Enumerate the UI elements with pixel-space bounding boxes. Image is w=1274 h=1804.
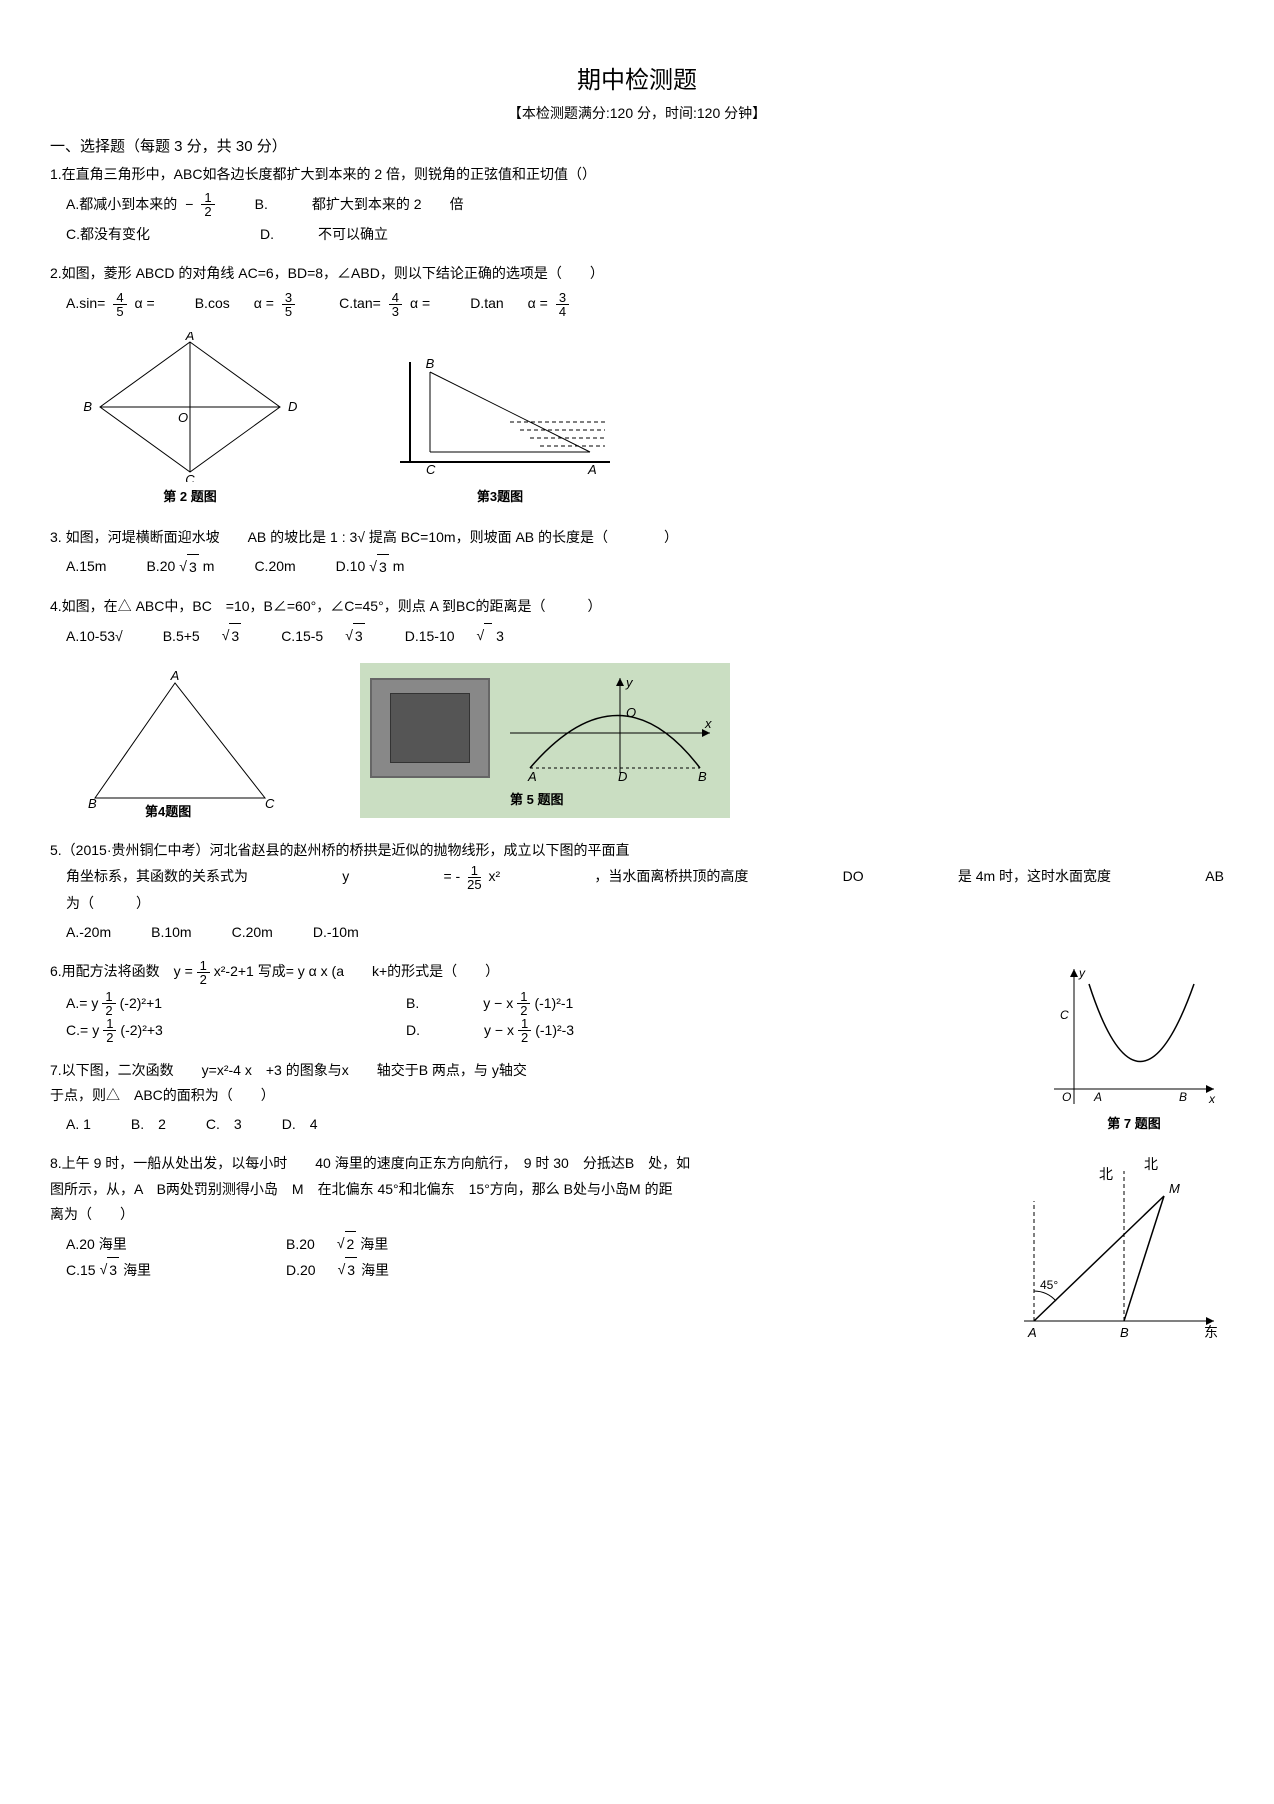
option-c: C.15-5 3 xyxy=(281,623,365,649)
svg-text:y: y xyxy=(625,675,634,690)
subtitle: 【本检测题满分:120 分，时间:120 分钟】 xyxy=(50,103,1224,123)
section-heading: 一、选择题（每题 3 分，共 30 分） xyxy=(50,135,1224,156)
option-d: D.103m xyxy=(336,554,405,580)
svg-text:C: C xyxy=(426,462,436,477)
svg-text:C: C xyxy=(265,796,275,811)
parabola-diagram: A D B O x y xyxy=(500,673,720,783)
question-text: 3. 如图，河堤横断面迎水坡 AB 的坡比是 1 : 3√ 提高 BC=10m，… xyxy=(50,525,1224,550)
svg-text:B: B xyxy=(1120,1325,1129,1340)
svg-text:B: B xyxy=(83,399,92,414)
figure-4: A B C 第4题图 xyxy=(80,668,280,818)
svg-text:B: B xyxy=(698,769,707,783)
question-2: 2.如图，菱形 ABCD 的对角线 AC=6，BD=8，∠ABD，则以下结论正确… xyxy=(50,261,1224,317)
option-c: C. 3 xyxy=(206,1112,242,1137)
option-a: A.20 海里 xyxy=(66,1231,246,1257)
figure-caption: 第 7 题图 xyxy=(1107,1113,1160,1132)
figure-caption: 第 5 题图 xyxy=(510,789,720,808)
question-text: 2.如图，菱形 ABCD 的对角线 AC=6，BD=8，∠ABD，则以下结论正确… xyxy=(50,261,1224,286)
figure-2: A B C D O 第 2 题图 xyxy=(80,332,300,505)
figure-8: 45° 北 北 东 M A B xyxy=(1004,1151,1224,1351)
slope-diagram: B C A xyxy=(380,352,620,482)
option-d: D. 不可以确立 xyxy=(260,222,388,247)
option-d: D. 4 xyxy=(282,1112,318,1137)
option-d: D. y − x 12 (-1)²-3 xyxy=(406,1017,706,1044)
option-b: B.cos α = 35 xyxy=(195,291,299,318)
svg-text:D: D xyxy=(288,399,297,414)
option-c: C.20m xyxy=(254,554,295,580)
figure-5-box: A D B O x y 第 5 题图 xyxy=(360,663,730,818)
figure-7: O A B C x y 第 7 题图 xyxy=(1044,959,1224,1132)
option-d: D.tan α = 34 xyxy=(470,291,573,318)
page-title: 期中检测题 xyxy=(50,60,1224,95)
option-b: B. 2 xyxy=(131,1112,166,1137)
question-8: 45° 北 北 东 M A B 8.上午 9 时，一船从处出发，以每小时 40 … xyxy=(50,1151,1224,1351)
triangle-diagram: A B C 第4题图 xyxy=(80,668,280,818)
option-b: B. y − x 12 (-1)²-1 xyxy=(406,990,706,1017)
option-b: B.5+5 3 xyxy=(163,623,241,649)
figure-caption: 第3题图 xyxy=(477,486,523,505)
svg-text:D: D xyxy=(618,769,627,783)
svg-text:x: x xyxy=(1208,1092,1216,1106)
option-d: D.15-10 3 xyxy=(405,623,504,649)
svg-text:A: A xyxy=(1027,1325,1037,1340)
option-b: B. 都扩大到本来的 2 倍 xyxy=(255,191,464,218)
svg-text:北: 北 xyxy=(1099,1166,1113,1182)
option-b: B.203m xyxy=(146,554,214,580)
svg-text:B: B xyxy=(88,796,97,811)
question-4: 4.如图，在△ ABC中，BC =10，B∠=60°，∠C=45°，则点 A 到… xyxy=(50,594,1224,649)
svg-text:y: y xyxy=(1078,966,1086,980)
question-5: 5.（2015·贵州铜仁中考）河北省赵县的赵州桥的桥拱是近似的抛物线形，成立以下… xyxy=(50,838,1224,945)
option-c: C.20m xyxy=(232,920,273,945)
option-c: C.=y 12 (-2)²+3 xyxy=(66,1017,366,1044)
svg-text:C: C xyxy=(1060,1008,1069,1022)
svg-text:B: B xyxy=(426,356,435,371)
svg-text:A: A xyxy=(587,462,597,477)
svg-text:A: A xyxy=(1093,1090,1102,1104)
svg-text:东: 东 xyxy=(1204,1324,1218,1340)
svg-text:C: C xyxy=(185,472,195,482)
option-c: C.153海里 xyxy=(66,1257,246,1283)
question-1: 1.在直角三角形中，ABC如各边长度都扩大到本来的 2 倍，则锐角的正弦值和正切… xyxy=(50,162,1224,247)
option-b: B.10m xyxy=(151,920,191,945)
svg-text:x: x xyxy=(704,716,712,731)
question-text: 4.如图，在△ ABC中，BC =10，B∠=60°，∠C=45°，则点 A 到… xyxy=(50,594,1224,619)
svg-text:O: O xyxy=(178,410,188,425)
option-a: A.都减小到本来的 − 12 xyxy=(66,191,215,218)
option-d: D.20 3海里 xyxy=(286,1257,506,1283)
option-a: A.sin= 45 α = xyxy=(66,291,155,318)
figure-caption: 第 2 题图 xyxy=(163,486,216,505)
svg-text:A: A xyxy=(185,332,195,343)
svg-text:O: O xyxy=(626,705,636,720)
svg-text:M: M xyxy=(1169,1181,1180,1196)
parabola-axes: O A B C x y xyxy=(1044,959,1224,1109)
svg-text:A: A xyxy=(170,668,180,683)
figure-3: B C A 第3题图 xyxy=(380,352,620,505)
svg-text:45°: 45° xyxy=(1040,1278,1058,1292)
option-d: D.-10m xyxy=(313,920,359,945)
option-a: A.=y 12 (-2)²+1 xyxy=(66,990,366,1017)
option-a: A.10-53√ xyxy=(66,623,123,649)
svg-text:B: B xyxy=(1179,1090,1187,1104)
svg-text:第4题图: 第4题图 xyxy=(145,804,191,818)
question-text: 5.（2015·贵州铜仁中考）河北省赵县的赵州桥的桥拱是近似的抛物线形，成立以下… xyxy=(50,838,1224,863)
option-a: A.15m xyxy=(66,554,106,580)
option-c: C.tan= 43 α = xyxy=(339,291,430,318)
rhombus-diagram: A B C D O xyxy=(80,332,300,482)
option-c: C.都没有变化 xyxy=(66,222,150,247)
option-a: A.-20m xyxy=(66,920,111,945)
question-3: 3. 如图，河堤横断面迎水坡 AB 的坡比是 1 : 3√ 提高 BC=10m，… xyxy=(50,525,1224,580)
bearing-diagram: 45° 北 北 东 M A B xyxy=(1004,1151,1224,1351)
option-a: A. 1 xyxy=(66,1112,91,1137)
svg-text:O: O xyxy=(1062,1090,1071,1104)
option-b: B.20 2海里 xyxy=(286,1231,506,1257)
svg-text:A: A xyxy=(527,769,537,783)
question-text: 1.在直角三角形中，ABC如各边长度都扩大到本来的 2 倍，则锐角的正弦值和正切… xyxy=(50,162,1224,187)
svg-text:北: 北 xyxy=(1144,1156,1158,1172)
